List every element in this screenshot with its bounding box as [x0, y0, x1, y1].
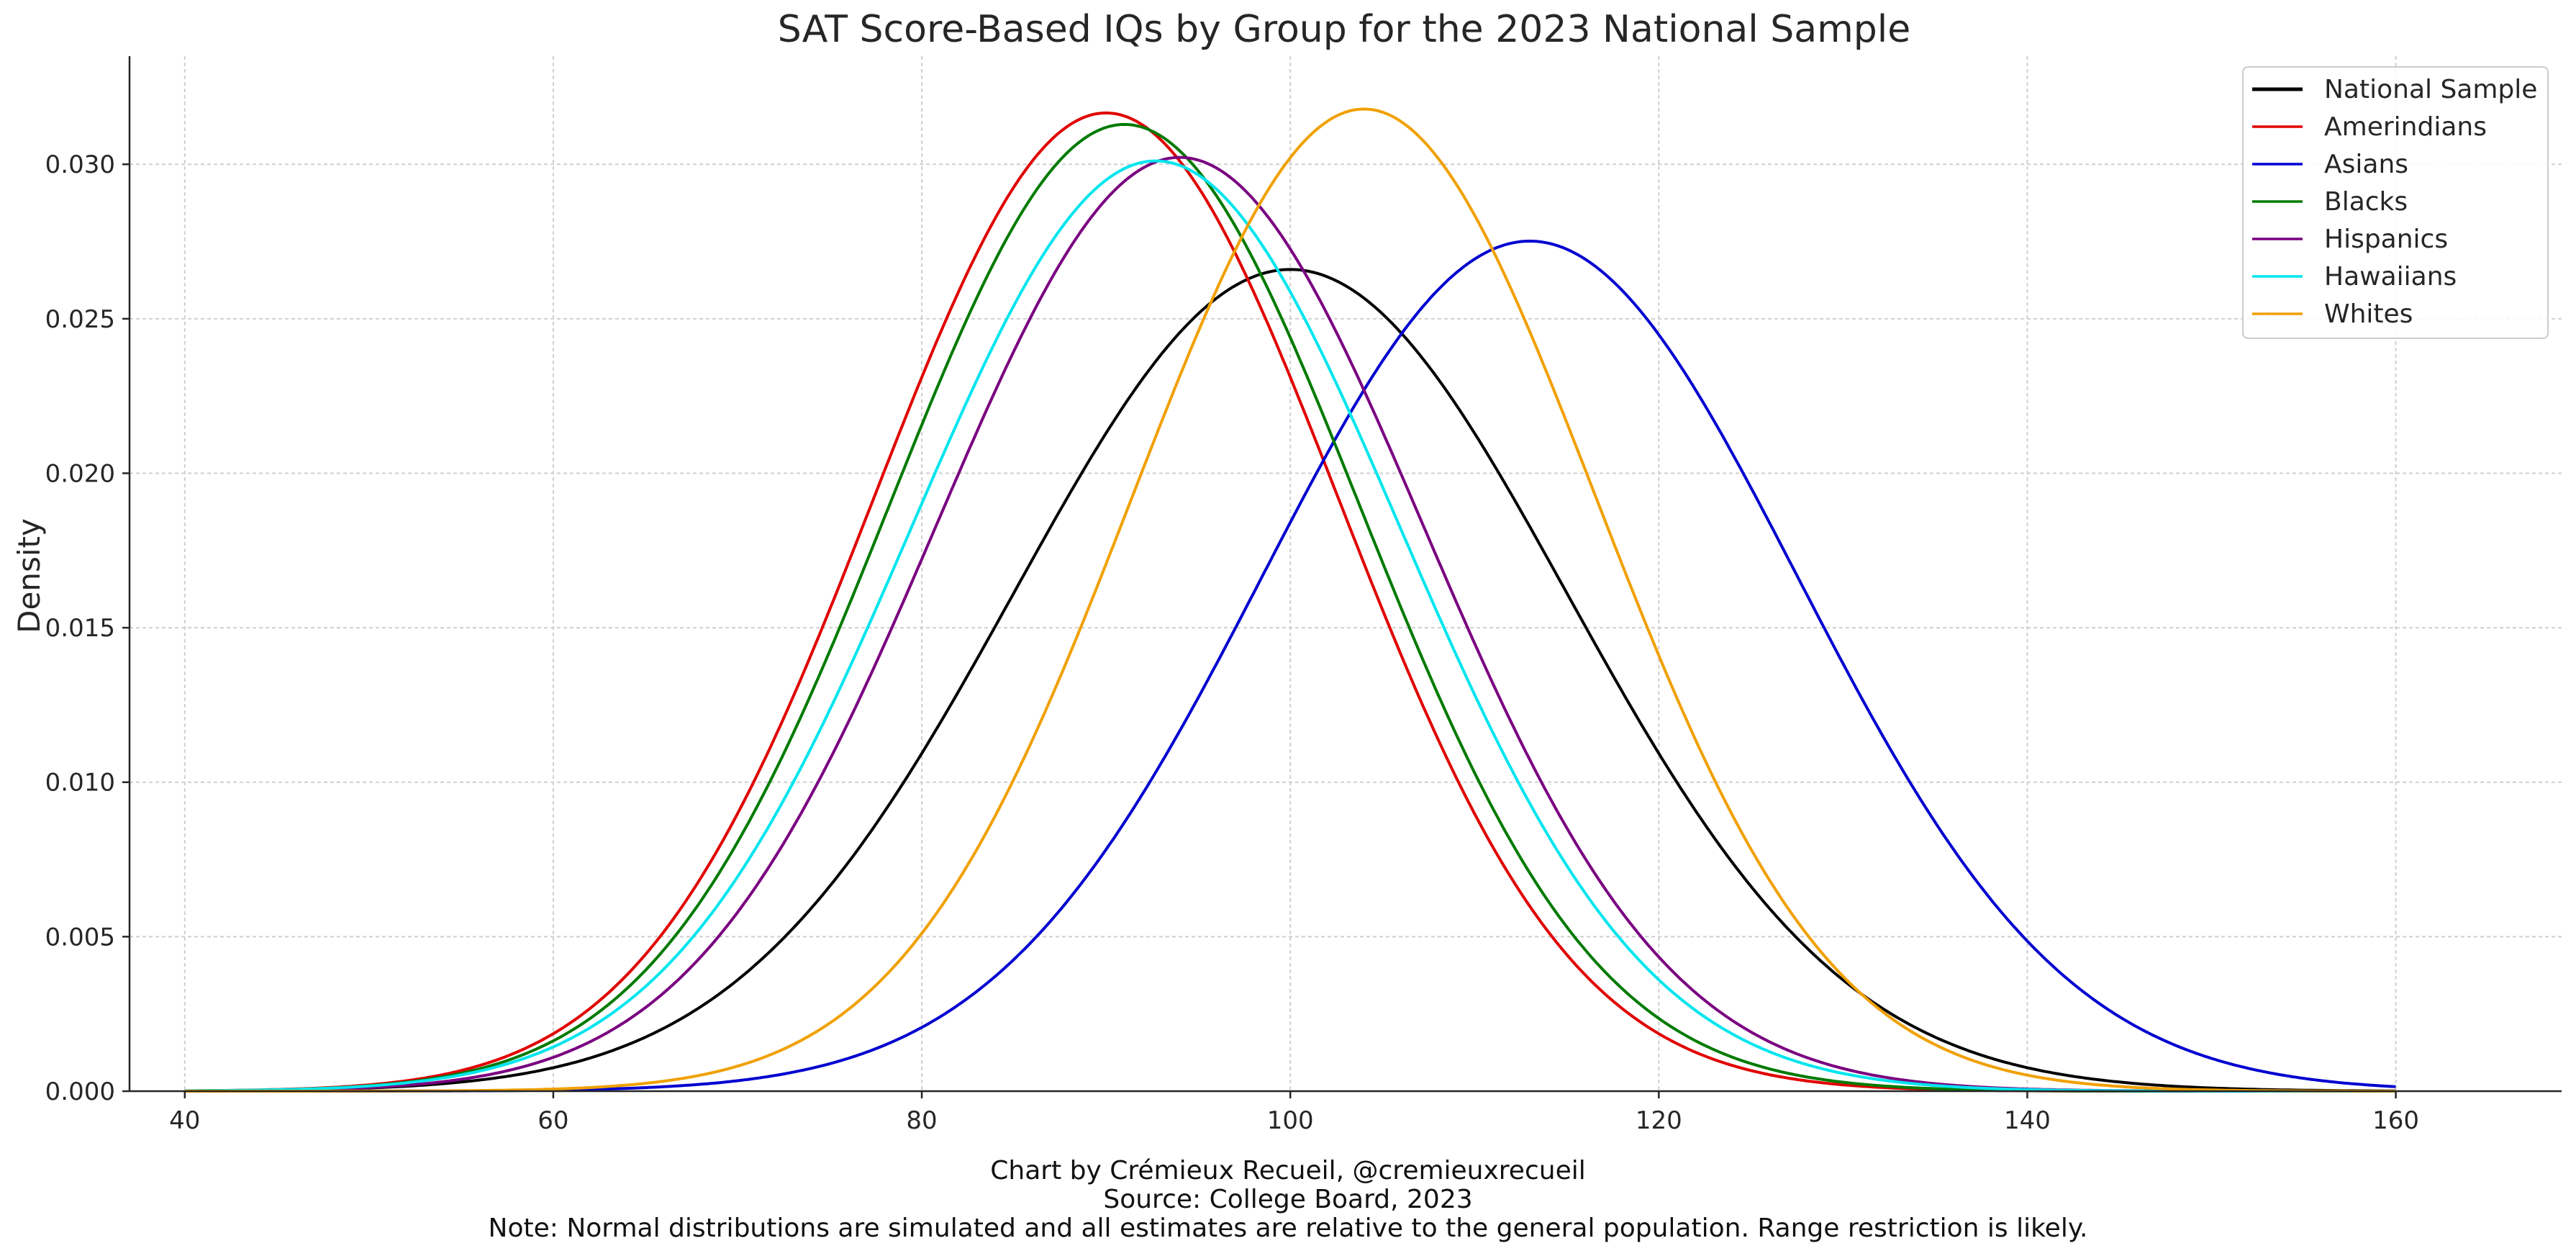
y-tick-label: 0.030 — [45, 150, 115, 179]
x-tick-label: 100 — [1267, 1106, 1314, 1135]
y-tick-label: 0.010 — [45, 769, 115, 798]
x-tick-label: 160 — [2372, 1106, 2419, 1135]
chart-title: SAT Score-Based IQs by Group for the 202… — [778, 8, 1911, 51]
footer-source: Source: College Board, 2023 — [1103, 1185, 1472, 1214]
y-tick-label: 0.020 — [45, 459, 115, 488]
x-tick-label: 140 — [2004, 1106, 2051, 1135]
footer: Chart by Crémieux Recueil, @cremieuxrecu… — [489, 1156, 2088, 1243]
x-tick-label: 40 — [169, 1106, 200, 1135]
y-axis-label: Density — [12, 518, 47, 633]
y-tick-label: 0.025 — [45, 305, 115, 334]
legend-label-whites: Whites — [2324, 299, 2413, 329]
x-tick-label: 120 — [1636, 1106, 1682, 1135]
legend: National Sample Amerindians Asians Blacks Hi… — [2242, 66, 2549, 339]
series-line-whites — [184, 107, 2396, 1093]
series-line-national-sample — [184, 268, 2396, 1093]
legend-label-blacks: Blacks — [2324, 187, 2408, 217]
y-tick-label: 0.015 — [45, 614, 115, 643]
x-ticks: 40 60 80 100 120 140 160 — [169, 1091, 2419, 1135]
x-tick-label: 60 — [538, 1106, 568, 1135]
legend-label-amerindians: Amerindians — [2324, 112, 2487, 142]
axes — [128, 56, 2562, 1093]
footer-note: Note: Normal distributions are simulated… — [489, 1214, 2088, 1243]
legend-label-national-sample: National Sample — [2324, 75, 2537, 104]
legend-box — [2242, 66, 2549, 339]
y-tick-label: 0.005 — [45, 923, 115, 952]
y-ticks: 0.000 0.005 0.010 0.015 0.020 0.025 0.030 — [45, 150, 130, 1106]
legend-label-asians: Asians — [2324, 150, 2408, 179]
series-line-hawaiians — [184, 159, 2396, 1093]
x-tick-label: 80 — [906, 1106, 937, 1135]
legend-label-hawaiians: Hawaiians — [2324, 262, 2457, 292]
legend-label-hispanics: Hispanics — [2324, 225, 2448, 254]
grid-lines — [130, 56, 2562, 1092]
footer-credit: Chart by Crémieux Recueil, @cremieuxrecu… — [990, 1156, 1585, 1185]
y-tick-label: 0.000 — [45, 1077, 115, 1106]
